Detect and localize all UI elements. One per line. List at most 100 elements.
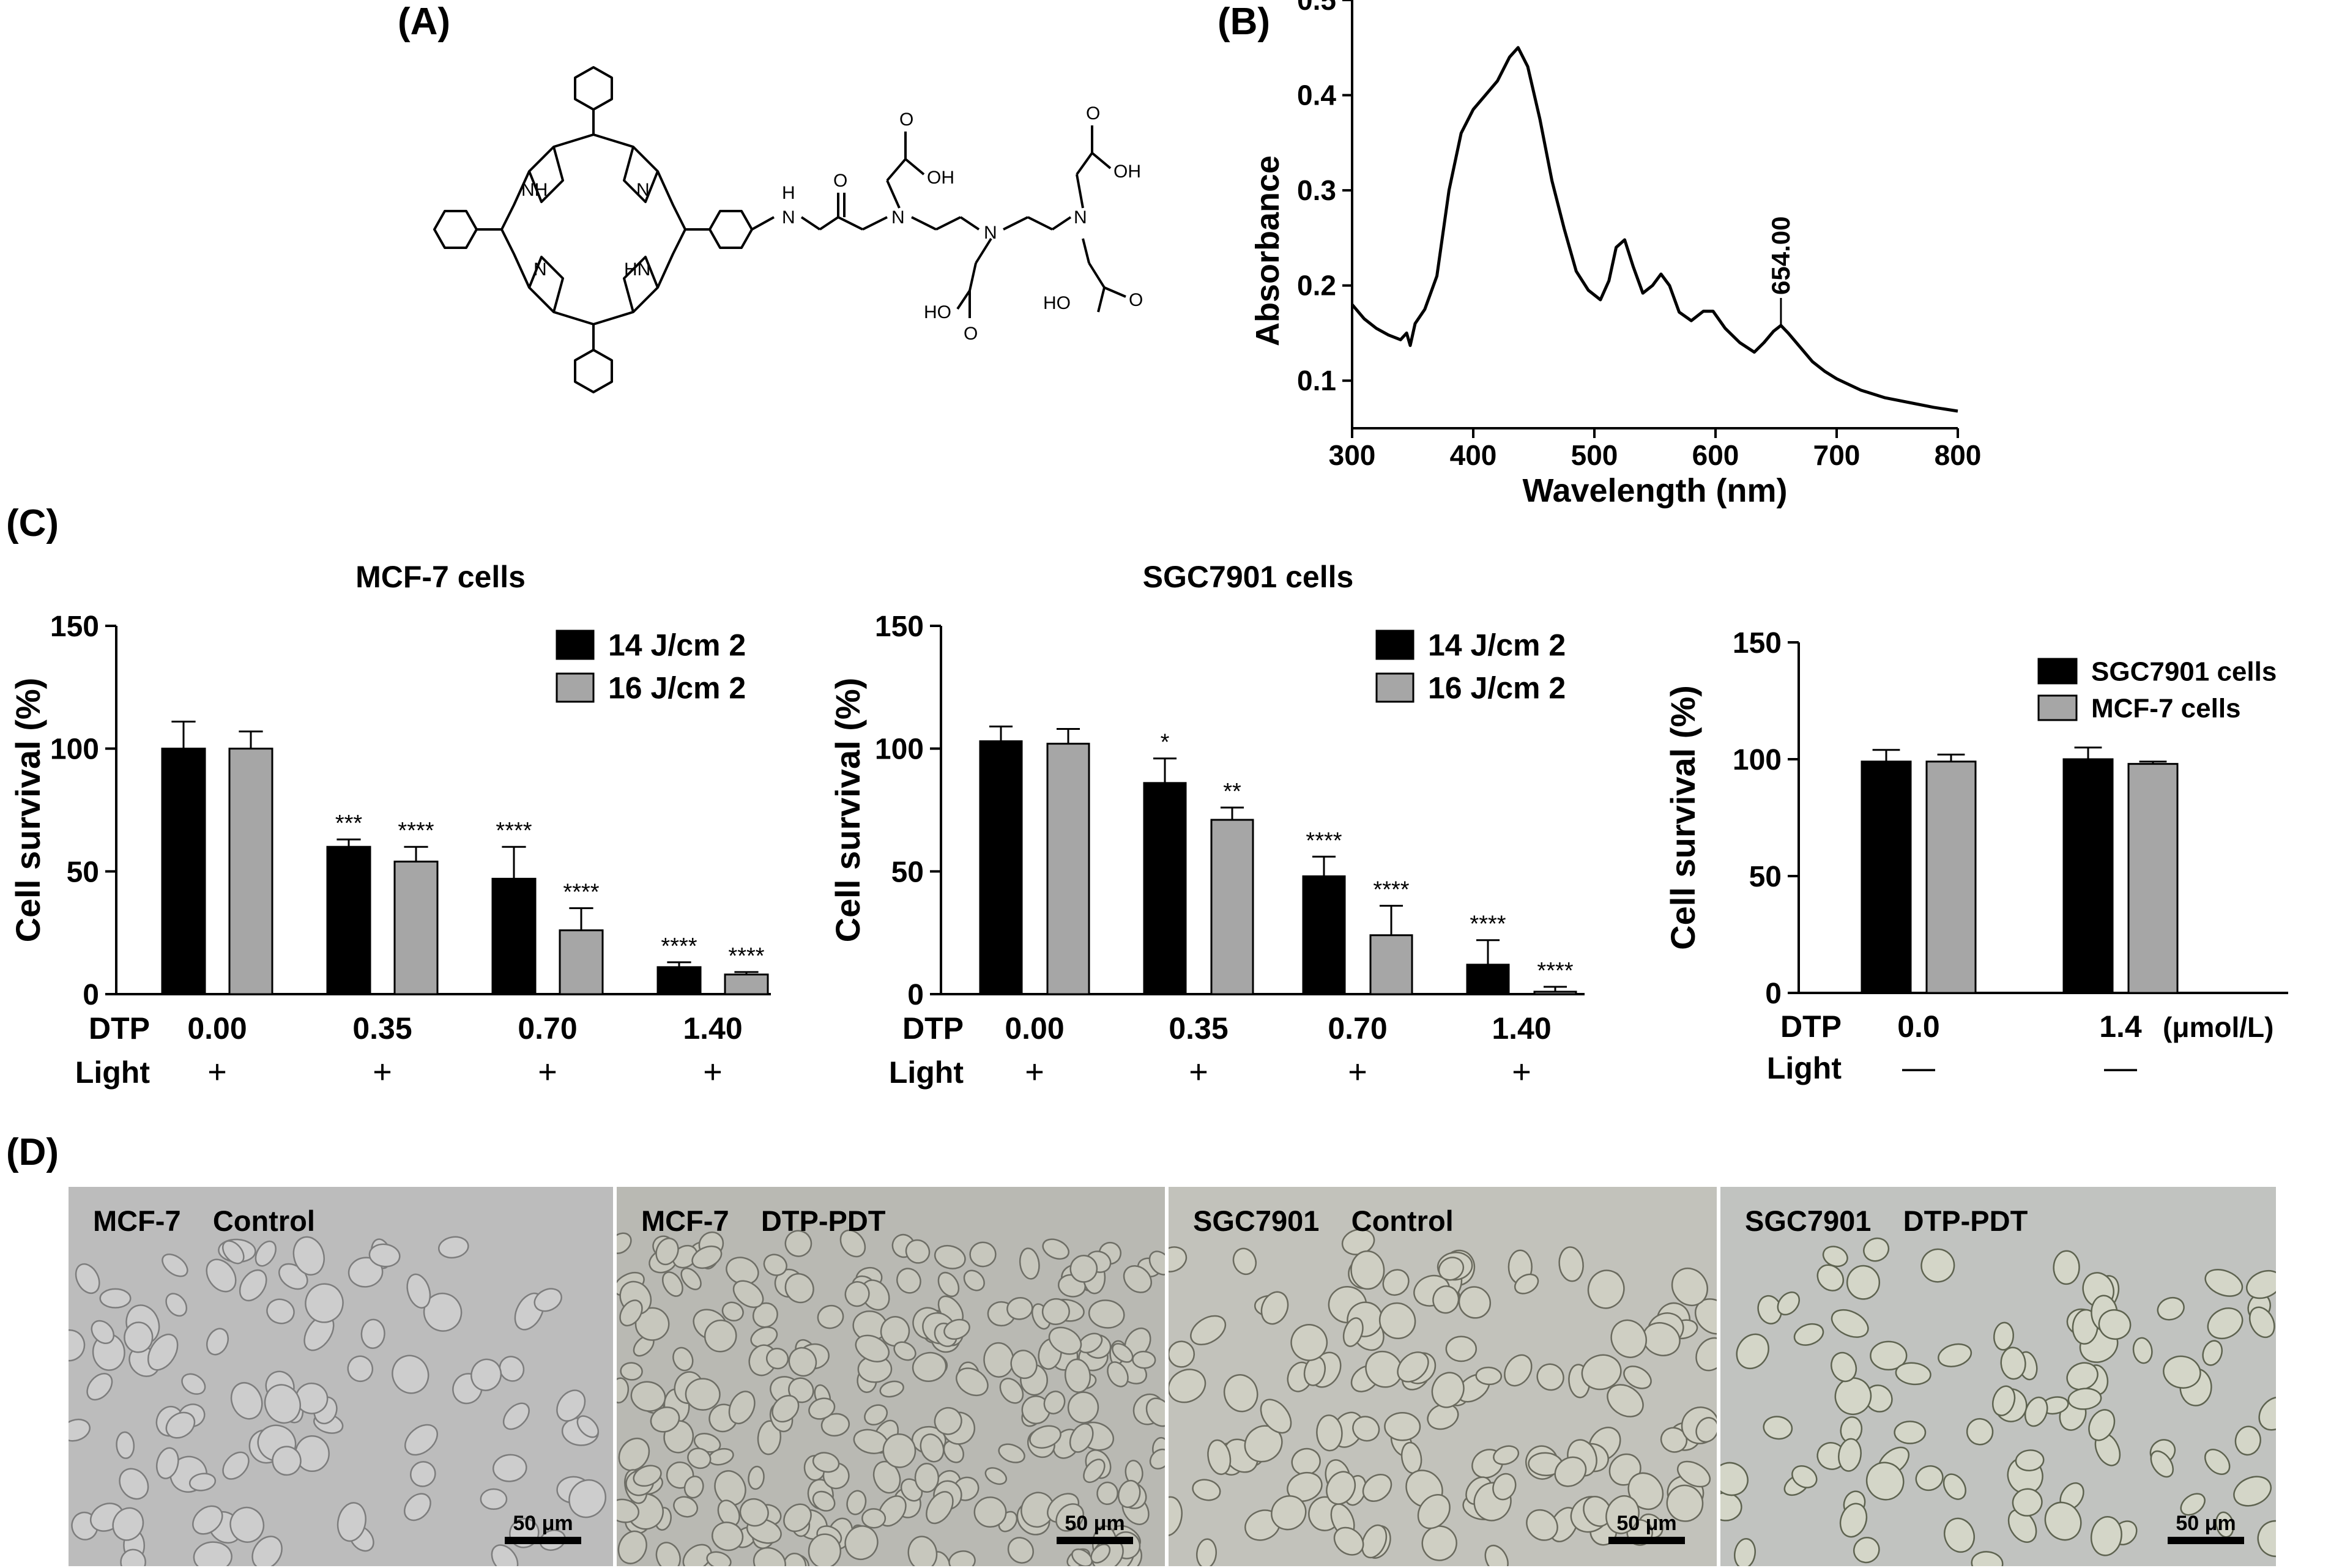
cell: [1853, 1537, 1880, 1564]
cell: [1195, 1538, 1218, 1566]
cell: [1042, 1238, 1069, 1260]
cell: [1290, 1324, 1328, 1361]
cell: [423, 1292, 463, 1332]
cell: [1382, 1269, 1410, 1296]
cell: [222, 1451, 250, 1480]
cell: [492, 1454, 527, 1482]
scale-bar-label: 50 μm: [2176, 1512, 2236, 1535]
scale-bar: 50 μm: [505, 1512, 581, 1544]
label-amide-h: H: [782, 183, 795, 203]
cell: [984, 1467, 1008, 1485]
bar: [1861, 760, 1912, 994]
cell: [1260, 1399, 1292, 1434]
cell: [812, 1490, 836, 1512]
cell: [292, 1236, 325, 1276]
cell: [728, 1391, 756, 1425]
dtp-value: 0.70: [518, 1011, 577, 1046]
cell: [1287, 1471, 1323, 1502]
mcf7-survival-chart: 0 50 100 150 Cell survival (%) MCF-7 cells 0.0…: [9, 560, 771, 1090]
bar: [1302, 875, 1346, 995]
cell: [880, 1316, 910, 1347]
cell: [1019, 1247, 1040, 1280]
cell: [2015, 1449, 2045, 1472]
cell: [934, 1244, 966, 1269]
cell: [1492, 1473, 1517, 1501]
cell: [120, 1548, 146, 1566]
y-tick-label: 0: [907, 979, 924, 1011]
significance-label: **: [1223, 779, 1241, 804]
x-tick-label: 800: [1935, 439, 1982, 471]
cell: [855, 1334, 890, 1362]
cell: [618, 1437, 650, 1471]
cell: [1720, 1462, 1749, 1496]
cell: [617, 1498, 640, 1523]
legend-label: 14 J/cm 2: [608, 628, 746, 663]
cell: [1736, 1333, 1769, 1370]
cell: [1777, 1291, 1801, 1316]
cell: [1271, 1495, 1307, 1531]
chemical-structure: NH N N HN H N O N N N O OH HO O O OH HO …: [433, 66, 1143, 393]
cell: [682, 1544, 712, 1566]
bar: [1925, 760, 1977, 994]
cell: [1671, 1267, 1708, 1307]
cell: [1558, 1246, 1584, 1282]
cell: [2257, 1520, 2276, 1558]
cells-image: [1169, 1187, 1717, 1566]
cell: [480, 1488, 508, 1510]
cell: [2163, 1355, 2201, 1389]
cell: [1831, 1309, 1869, 1338]
dtp-value: 0.00: [187, 1011, 247, 1046]
bar: [1533, 990, 1577, 995]
dark-toxicity-chart: 0 50 100 150 Cell survival (%) 0.0 — 1.4 — DTP Lig…: [1664, 627, 2288, 1086]
cell: [808, 1397, 836, 1420]
cell: [147, 1333, 179, 1371]
cell: [861, 1508, 887, 1529]
cell: [748, 1465, 765, 1490]
cell: [1676, 1460, 1711, 1488]
cell: [568, 1479, 607, 1518]
cell: [1554, 1456, 1587, 1487]
cell: [617, 1530, 647, 1564]
cell: [721, 1301, 744, 1321]
cell: [336, 1502, 366, 1542]
cell: [2180, 1493, 2206, 1516]
cell: [1069, 1423, 1094, 1453]
cell: [2207, 1307, 2244, 1340]
cells-image: [617, 1187, 1165, 1566]
significance-label: ****: [1470, 912, 1506, 937]
cell: [882, 1433, 916, 1468]
cell: [502, 1402, 530, 1430]
cell: [1260, 1291, 1289, 1325]
cell: [1067, 1391, 1099, 1424]
cell: [1350, 1250, 1385, 1290]
dtp-value: 0.35: [352, 1011, 412, 1046]
cell: [1207, 1439, 1232, 1476]
cell: [1438, 1257, 1465, 1281]
micrograph-title: SGC7901 Control: [1193, 1205, 1454, 1237]
row-label-dtp: DTP: [1780, 1009, 1842, 1044]
significance-label: ****: [563, 880, 599, 905]
micrograph-title: MCF-7 Control: [93, 1205, 315, 1237]
cell: [712, 1522, 744, 1551]
cell: [1006, 1296, 1033, 1320]
label-o3: O: [1086, 103, 1100, 124]
cell: [1605, 1495, 1640, 1534]
scale-bar: 50 μm: [2168, 1512, 2244, 1544]
cell: [1083, 1458, 1106, 1484]
dtp-value: 0.70: [1328, 1011, 1387, 1046]
significance-label: ****: [398, 818, 434, 844]
absorbance-chart: 0.1 0.2 0.3 0.4 0.5 300 400 500 600 700 800 Wavelen…: [1249, 0, 1982, 509]
cell: [192, 1505, 223, 1535]
cell: [1894, 1421, 1927, 1444]
cell: [969, 1241, 997, 1268]
x-tick-label: 600: [1692, 439, 1739, 471]
cell: [1333, 1526, 1364, 1556]
cell: [704, 1319, 737, 1353]
cell: [2024, 1396, 2048, 1427]
cell: [963, 1269, 985, 1291]
cell: [181, 1373, 206, 1395]
y-tick-label: 50: [891, 856, 924, 888]
cell: [706, 1551, 732, 1566]
cell: [617, 1377, 630, 1403]
legend-swatch: [1375, 672, 1415, 703]
